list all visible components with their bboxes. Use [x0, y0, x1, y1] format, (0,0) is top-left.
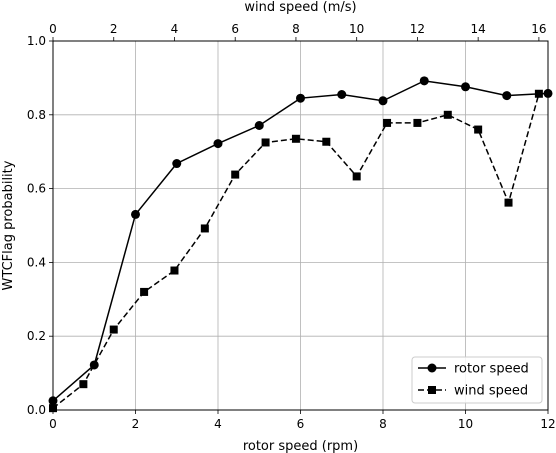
- data-point-rotor-speed: [131, 209, 140, 219]
- legend: rotor speed wind speed: [411, 356, 543, 404]
- x-tick-label: 0: [49, 417, 57, 431]
- series-layer: [48, 76, 553, 413]
- x-tick-label: 2: [132, 417, 140, 431]
- ticks: 0 2 4 6 8 10 12 0 2 4 6 8 10 12 14 16 0.0 0.2 0.4 0.6 0.8 1.0: [27, 22, 556, 431]
- x2-tick-label: 10: [349, 22, 364, 36]
- data-point-wind-speed: [231, 170, 240, 179]
- data-point-rotor-speed: [419, 76, 429, 86]
- y-tick-label: 0.2: [27, 329, 46, 343]
- data-point-wind-speed: [140, 287, 149, 296]
- data-point-rotor-speed: [254, 121, 264, 131]
- legend-rotor-marker: [427, 363, 437, 373]
- x2-tick-label: 2: [110, 22, 118, 36]
- data-point-wind-speed: [109, 325, 118, 334]
- data-point-wind-speed: [413, 118, 422, 127]
- data-point-rotor-speed: [337, 90, 347, 100]
- y-tick-label: 0.4: [27, 255, 46, 269]
- y-tick-label: 1.0: [27, 34, 46, 48]
- legend-label-wind-speed: wind speed: [454, 384, 528, 399]
- series-line-wind-speed: [52, 93, 540, 409]
- data-point-rotor-speed: [213, 139, 223, 149]
- x-tick-label: 6: [297, 417, 305, 431]
- x2-tick-label: 14: [471, 22, 486, 36]
- data-point-wind-speed: [504, 198, 513, 207]
- x2-tick-label: 0: [49, 22, 57, 36]
- data-point-wind-speed: [474, 125, 483, 134]
- x2-tick-label: 16: [531, 22, 546, 36]
- data-point-rotor-speed: [461, 82, 470, 92]
- data-point-wind-speed: [291, 134, 300, 143]
- x-tick-label: 4: [214, 417, 222, 431]
- x2-tick-label: 12: [410, 22, 425, 36]
- x-axis-label: rotor speed (rpm): [243, 439, 358, 453]
- y-tick-label: 0.6: [27, 182, 46, 196]
- legend-wind-marker: [428, 386, 436, 394]
- data-point-wind-speed: [322, 137, 331, 146]
- x2-tick-label: 6: [231, 22, 239, 36]
- y-tick-label: 0.8: [27, 108, 46, 122]
- legend-label-rotor-speed: rotor speed: [454, 362, 529, 377]
- data-point-wind-speed: [261, 138, 270, 147]
- data-point-rotor-speed: [172, 159, 182, 169]
- data-point-wind-speed: [383, 118, 392, 127]
- data-point-rotor-speed: [89, 360, 99, 370]
- data-point-wind-speed: [352, 172, 361, 181]
- x2-tick-label: 4: [171, 22, 179, 36]
- y-tick-label: 0.0: [27, 403, 46, 417]
- x2-tick-label: 8: [292, 22, 300, 36]
- data-point-wind-speed: [534, 89, 543, 98]
- x-tick-label: 8: [379, 417, 387, 431]
- x-tick-label: 10: [458, 417, 473, 431]
- data-point-wind-speed: [170, 266, 179, 275]
- y-axis-label: WTCFlag probability: [1, 160, 16, 290]
- data-point-rotor-speed: [378, 96, 388, 106]
- data-point-rotor-speed: [296, 93, 305, 103]
- data-point-wind-speed: [79, 380, 88, 389]
- data-point-wind-speed: [443, 110, 452, 119]
- data-point-rotor-speed: [502, 91, 512, 101]
- x2-axis-label: wind speed (m/s): [244, 0, 356, 15]
- data-point-wind-speed: [200, 224, 209, 233]
- plot-frame: [52, 40, 549, 411]
- x-tick-label: 12: [540, 417, 555, 431]
